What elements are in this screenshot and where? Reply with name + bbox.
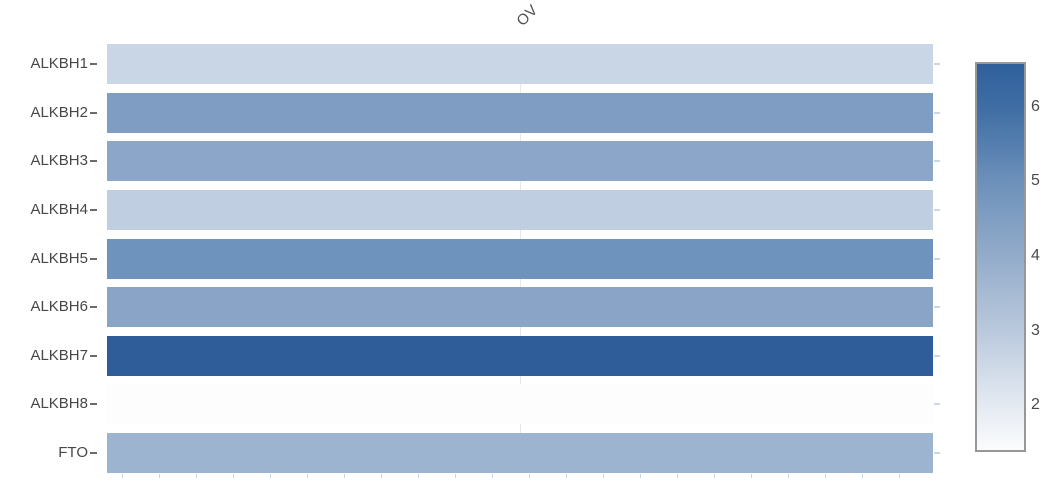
x-axis-minor-tick <box>566 474 567 478</box>
row-label-alkbh3: ALKBH3 <box>30 152 88 170</box>
y-axis-tick-left <box>90 111 97 114</box>
heatmap-cell-alkbh4-ov[interactable] <box>107 189 933 230</box>
y-axis-tick-left <box>90 63 97 65</box>
heatmap-cell-alkbh6-ov[interactable] <box>107 287 933 328</box>
x-axis-minor-tick <box>677 474 678 478</box>
x-axis-minor-tick <box>381 474 382 478</box>
x-axis-minor-tick <box>862 474 863 478</box>
row-label-alkbh1: ALKBH1 <box>30 55 88 72</box>
y-axis-tick-left <box>90 306 97 309</box>
y-axis-tick-left <box>90 160 97 163</box>
colorbar-tick-label: 6 <box>1031 97 1040 115</box>
y-axis-tick-right <box>934 452 940 454</box>
x-axis-minor-tick <box>159 474 160 478</box>
x-axis-minor-tick <box>418 474 419 478</box>
row-label-alkbh5: ALKBH5 <box>30 249 88 267</box>
colorbar-tick-label: 5 <box>1031 172 1040 190</box>
x-axis-minor-tick <box>899 474 900 478</box>
y-axis-tick-left <box>90 403 97 406</box>
heatmap-cell-alkbh1-ov[interactable] <box>107 44 933 84</box>
y-axis-tick-right <box>934 160 940 163</box>
y-axis-tick-right <box>934 63 940 65</box>
x-axis-minor-tick <box>196 474 197 478</box>
column-header: OV <box>513 1 542 30</box>
x-axis-minor-tick <box>788 474 789 478</box>
row-label-alkbh2: ALKBH2 <box>30 103 88 121</box>
y-axis-tick-right <box>934 257 940 260</box>
y-axis-tick-left <box>90 208 97 211</box>
y-axis-tick-left <box>90 452 97 454</box>
row-label-alkbh8: ALKBH8 <box>30 395 88 413</box>
x-axis-minor-tick <box>344 474 345 478</box>
x-axis-minor-tick <box>529 474 530 478</box>
x-axis-minor-tick <box>603 474 604 478</box>
y-axis-tick-right <box>934 354 940 357</box>
heatmap-cell-alkbh7-ov[interactable] <box>107 335 933 376</box>
heatmap-cell-fto-ov[interactable] <box>107 433 933 473</box>
heatmap-cell-alkbh2-ov[interactable] <box>107 92 933 133</box>
colorbar-tick-label: 2 <box>1031 396 1040 414</box>
colorbar <box>975 62 1026 452</box>
row-label-alkbh6: ALKBH6 <box>30 298 88 316</box>
x-axis-minor-tick <box>122 474 123 478</box>
row-label-alkbh7: ALKBH7 <box>30 346 88 364</box>
x-axis-minor-tick <box>233 474 234 478</box>
x-axis-minor-tick <box>825 474 826 478</box>
y-axis-tick-left <box>90 257 97 260</box>
colorbar-tick-label: 4 <box>1031 247 1040 264</box>
heatmap-cell-alkbh8-ov[interactable] <box>107 384 933 425</box>
y-axis-tick-right <box>934 403 940 406</box>
x-axis-minor-tick <box>640 474 641 478</box>
x-axis-minor-tick <box>751 474 752 478</box>
x-axis-minor-tick <box>492 474 493 478</box>
x-axis-minor-tick <box>307 474 308 478</box>
row-label-fto: FTO <box>58 444 88 461</box>
y-axis-tick-left <box>90 354 97 357</box>
y-axis-tick-right <box>934 306 940 309</box>
y-axis-tick-right <box>934 111 940 114</box>
x-axis-minor-tick <box>270 474 271 478</box>
heatmap-cell-alkbh3-ov[interactable] <box>107 141 933 182</box>
colorbar-tick-label: 3 <box>1031 321 1040 339</box>
y-axis-tick-right <box>934 208 940 211</box>
row-label-alkbh4: ALKBH4 <box>30 200 88 218</box>
x-axis-minor-tick <box>714 474 715 478</box>
x-axis-minor-tick <box>455 474 456 478</box>
heatmap-cell-alkbh5-ov[interactable] <box>107 238 933 279</box>
